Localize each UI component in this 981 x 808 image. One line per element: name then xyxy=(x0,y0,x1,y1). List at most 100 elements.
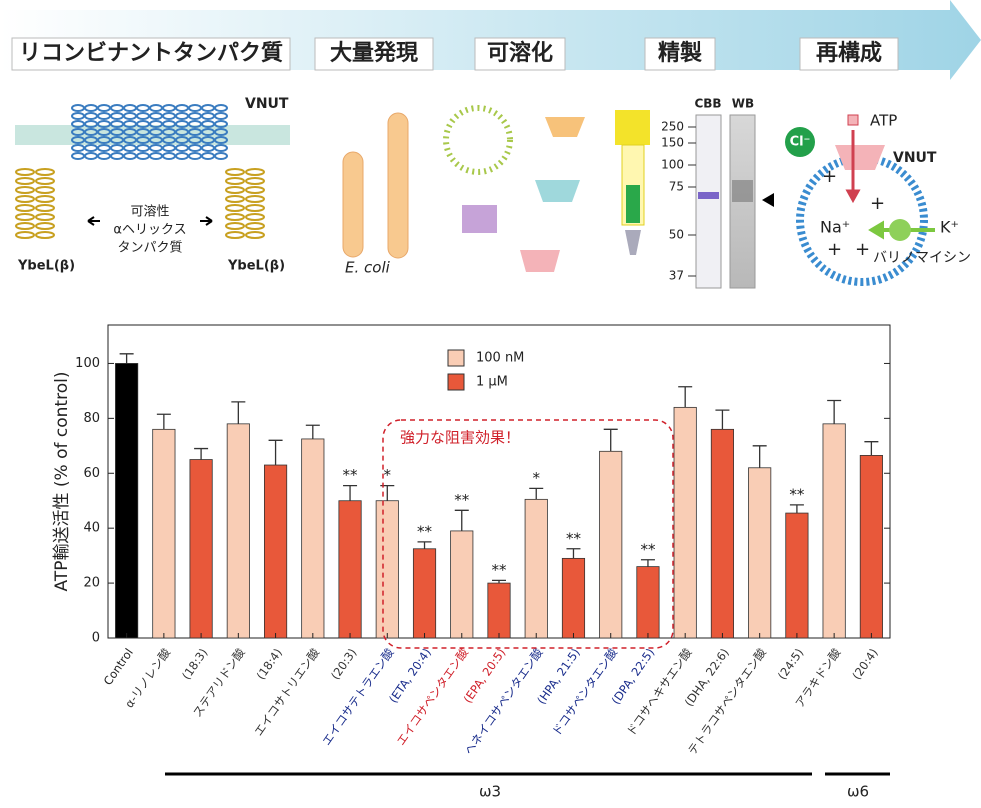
group-label: ω6 xyxy=(847,783,869,801)
marker-label: 100 xyxy=(661,158,684,172)
helix-turn xyxy=(123,144,137,152)
error-bar xyxy=(492,579,506,584)
valinomycin-label: バリノマイシン xyxy=(873,250,971,266)
helix-turn xyxy=(35,204,55,212)
helix-turn xyxy=(97,152,111,160)
bar xyxy=(673,406,697,639)
helix-turn xyxy=(84,112,98,120)
helix-turn xyxy=(15,177,35,185)
helix-turn xyxy=(71,104,85,112)
helix-turn xyxy=(110,144,124,152)
y-tick-label: 80 xyxy=(83,411,100,426)
x-tick-label: エイコサペンタエン酸 xyxy=(394,645,472,748)
helix-turn xyxy=(71,144,85,152)
helix-turn xyxy=(162,152,176,160)
helix-turn xyxy=(188,152,202,160)
helix-turn xyxy=(35,213,55,221)
marker-label: 150 xyxy=(661,136,684,150)
step-label: 可溶化 xyxy=(487,40,553,66)
band xyxy=(698,192,719,199)
helix-turn xyxy=(245,195,265,203)
helix-turn xyxy=(188,112,202,120)
helix-turn xyxy=(225,231,245,239)
legend-swatch xyxy=(447,349,465,367)
x-tick-label: Control xyxy=(101,646,136,688)
step-box xyxy=(11,37,291,71)
stopcock xyxy=(625,230,641,255)
helix-turn xyxy=(110,152,124,160)
step-box xyxy=(799,37,899,71)
significance: ** xyxy=(492,561,508,579)
helix-turn xyxy=(35,177,55,185)
svg-text:+: + xyxy=(827,239,842,260)
cl-label: Cl⁻ xyxy=(790,135,811,150)
helix-turn xyxy=(84,152,98,160)
vnut-label: VNUT xyxy=(893,150,937,166)
ybel-label: YbeL(β) xyxy=(17,259,75,274)
helix-turn xyxy=(71,152,85,160)
significance: ** xyxy=(789,485,805,503)
step-box xyxy=(644,37,716,71)
x-tick-label: エイコサテトラエン酸 xyxy=(319,645,397,748)
significance: ** xyxy=(343,466,359,484)
helix-turn xyxy=(225,204,245,212)
legend-swatch xyxy=(447,373,465,391)
helix-turn xyxy=(245,186,265,194)
helix-turn xyxy=(35,168,55,176)
helix-turn xyxy=(175,104,189,112)
error-bar xyxy=(268,439,283,466)
bar xyxy=(859,455,883,639)
helix-turn xyxy=(97,120,111,128)
ybel-label: YbeL(β) xyxy=(227,259,285,274)
helix-turn xyxy=(175,144,189,152)
helix-turn xyxy=(162,120,176,128)
error-bar xyxy=(603,428,618,452)
y-axis-label: ATP輸送活性 (% of control) xyxy=(52,372,72,592)
helix-turn xyxy=(35,186,55,194)
bar xyxy=(822,423,846,639)
helix-turn xyxy=(214,152,228,160)
bar xyxy=(152,428,176,639)
helix-turn xyxy=(175,152,189,160)
error-bar xyxy=(827,399,842,424)
significance: * xyxy=(532,469,540,487)
bar xyxy=(748,467,772,639)
bar xyxy=(375,500,399,639)
significance: * xyxy=(384,466,392,484)
helix-turn xyxy=(149,144,163,152)
marker-label: 50 xyxy=(669,228,684,242)
bar xyxy=(226,423,250,639)
legend-label: 1 μM xyxy=(476,375,508,390)
vnut-label: VNUT xyxy=(245,96,289,112)
helix-turn xyxy=(201,104,215,112)
legend-label: 100 nM xyxy=(476,351,524,366)
ecoli-cell xyxy=(387,112,409,259)
helix-turn xyxy=(245,222,265,230)
helix-turn xyxy=(201,152,215,160)
marker-label: 75 xyxy=(669,180,684,194)
helix-turn xyxy=(225,213,245,221)
error-bar xyxy=(752,445,767,468)
helix-turn xyxy=(245,168,265,176)
helix-turn xyxy=(84,104,98,112)
step-label: リコンビナントタンパク質 xyxy=(19,41,283,66)
annotation: 強力な阻害効果！ xyxy=(400,429,520,447)
svg-text:+: + xyxy=(870,193,885,214)
helix-turn xyxy=(71,112,85,120)
atp-arrow xyxy=(845,130,861,204)
error-bar xyxy=(864,441,879,456)
helix-turn xyxy=(136,144,150,152)
helix-turn xyxy=(15,213,35,221)
annotation-box xyxy=(382,419,674,649)
error-bar xyxy=(343,484,358,501)
ecoli-label: E. coli xyxy=(345,259,391,277)
y-tick-label: 20 xyxy=(83,576,100,591)
y-tick-label: 40 xyxy=(83,521,100,536)
error-bar xyxy=(529,487,544,500)
error-bar xyxy=(194,447,209,460)
helix-turn xyxy=(214,112,228,120)
marker-label: 250 xyxy=(661,120,684,134)
bar xyxy=(115,363,139,639)
error-bar xyxy=(156,413,171,430)
helix-turn xyxy=(97,112,111,120)
